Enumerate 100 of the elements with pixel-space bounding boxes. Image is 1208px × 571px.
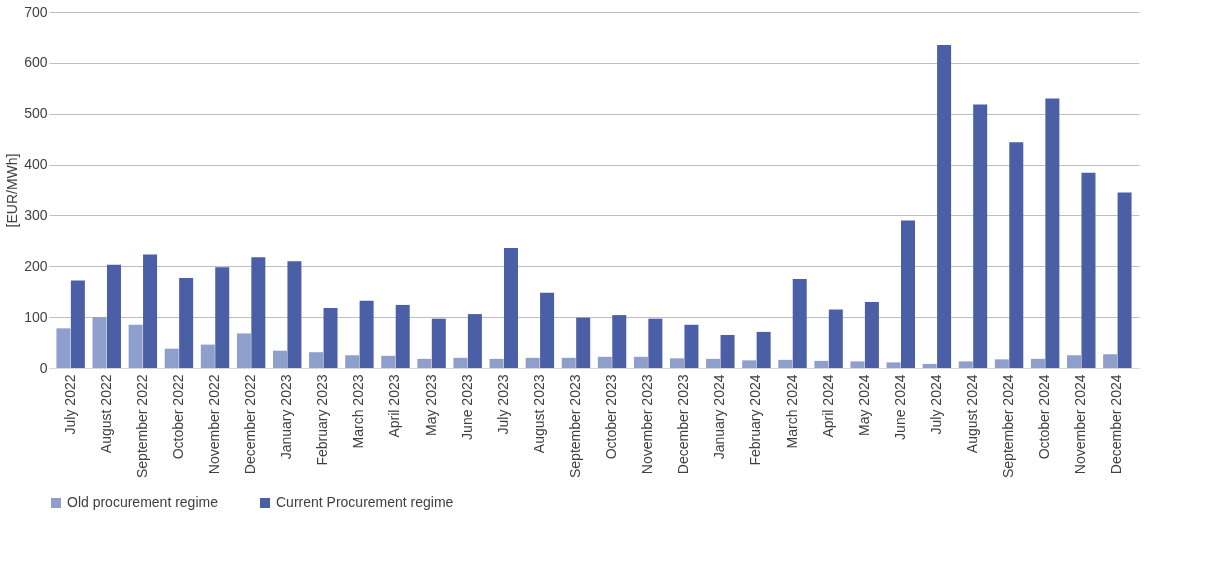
bar <box>1103 354 1118 368</box>
bar <box>251 257 266 368</box>
bar <box>778 359 793 368</box>
bar <box>200 344 215 368</box>
bar <box>106 264 121 368</box>
bar <box>56 328 71 368</box>
bar <box>561 357 576 368</box>
bar <box>70 280 85 368</box>
x-tick-label: April 2023 <box>386 374 403 438</box>
x-tick-label: March 2024 <box>783 374 800 449</box>
x-tick-label: December 2022 <box>242 374 259 475</box>
y-tick-label: 0 <box>39 359 48 376</box>
x-tick-label: December 2023 <box>675 374 692 475</box>
bar <box>179 277 194 368</box>
bar <box>431 318 446 368</box>
bar <box>922 363 937 368</box>
bar <box>359 300 374 368</box>
x-tick-label: January 2024 <box>711 374 728 460</box>
bar <box>236 333 251 368</box>
bar <box>886 362 901 368</box>
bar <box>381 355 396 368</box>
bar <box>684 324 699 368</box>
x-tick-label: November 2022 <box>206 374 223 475</box>
bar <box>453 357 468 368</box>
x-tick-label: May 2023 <box>422 374 439 436</box>
x-tick-label: June 2023 <box>458 374 475 440</box>
x-tick-label: April 2024 <box>819 374 836 438</box>
x-tick-label: October 2024 <box>1036 374 1053 460</box>
bar <box>128 324 143 368</box>
bar <box>756 331 771 368</box>
bar <box>937 45 952 368</box>
bar <box>525 357 540 368</box>
x-tick-label: July 2023 <box>494 374 511 435</box>
x-tick-label: May 2024 <box>855 374 872 436</box>
x-tick-label: June 2024 <box>891 374 908 440</box>
bar <box>597 356 612 368</box>
bar <box>973 104 988 368</box>
y-tick-label: 500 <box>24 105 48 122</box>
bar <box>287 261 302 368</box>
y-tick-label: 400 <box>24 156 48 173</box>
bar <box>648 318 663 368</box>
bar <box>958 361 973 368</box>
bar <box>1045 98 1060 368</box>
bar <box>706 358 721 368</box>
bar <box>345 355 360 368</box>
bar <box>92 317 107 368</box>
bar <box>1067 355 1082 368</box>
x-tick-label: October 2022 <box>169 374 186 460</box>
bar <box>489 358 504 368</box>
x-tick-label: December 2024 <box>1108 374 1125 475</box>
bar <box>1030 358 1045 368</box>
x-tick-label: August 2022 <box>97 374 114 454</box>
x-tick-label: August 2024 <box>963 374 980 454</box>
x-tick-label: August 2023 <box>530 374 547 454</box>
bar <box>215 267 230 368</box>
bar <box>417 358 432 368</box>
bar <box>828 309 843 368</box>
x-tick-label: November 2024 <box>1072 374 1089 475</box>
bar <box>272 350 287 368</box>
bar <box>612 315 627 368</box>
x-tick-label: February 2024 <box>747 374 764 466</box>
bar <box>164 348 179 368</box>
bar <box>467 314 482 368</box>
bar <box>994 359 1009 368</box>
bar <box>901 220 916 368</box>
x-tick-label: July 2024 <box>927 374 944 435</box>
bar <box>742 360 757 368</box>
bar <box>323 307 338 368</box>
y-tick-label: 700 <box>24 3 48 20</box>
y-axis-title: [EUR/MWh] <box>4 153 21 228</box>
bar <box>792 279 807 368</box>
legend-label: Current Procurement regime <box>276 494 454 510</box>
bar <box>1009 142 1024 368</box>
bar <box>1117 192 1132 368</box>
bar <box>309 352 324 368</box>
bar <box>850 361 865 368</box>
bar <box>1081 172 1096 368</box>
x-tick-label: February 2023 <box>314 374 331 466</box>
bar <box>576 317 591 368</box>
x-tick-label: October 2023 <box>603 374 620 460</box>
x-tick-label: September 2023 <box>566 374 583 479</box>
bar <box>540 292 555 368</box>
x-tick-label: July 2022 <box>61 374 78 435</box>
bar <box>670 358 685 368</box>
y-tick-label: 600 <box>24 54 48 71</box>
x-tick-label: January 2023 <box>278 374 295 460</box>
y-tick-label: 200 <box>24 257 48 274</box>
y-tick-label: 300 <box>24 206 48 223</box>
bar <box>143 254 158 368</box>
x-tick-label: March 2023 <box>350 374 367 449</box>
bar <box>814 360 829 368</box>
bar <box>503 247 518 368</box>
bar <box>395 304 410 368</box>
x-tick-label: November 2023 <box>639 374 656 475</box>
y-tick-label: 100 <box>24 308 48 325</box>
x-tick-label: September 2024 <box>1000 374 1017 479</box>
bar <box>720 334 735 368</box>
x-tick-label: September 2022 <box>133 374 150 479</box>
bar <box>633 356 648 368</box>
legend-label: Old procurement regime <box>67 494 219 510</box>
